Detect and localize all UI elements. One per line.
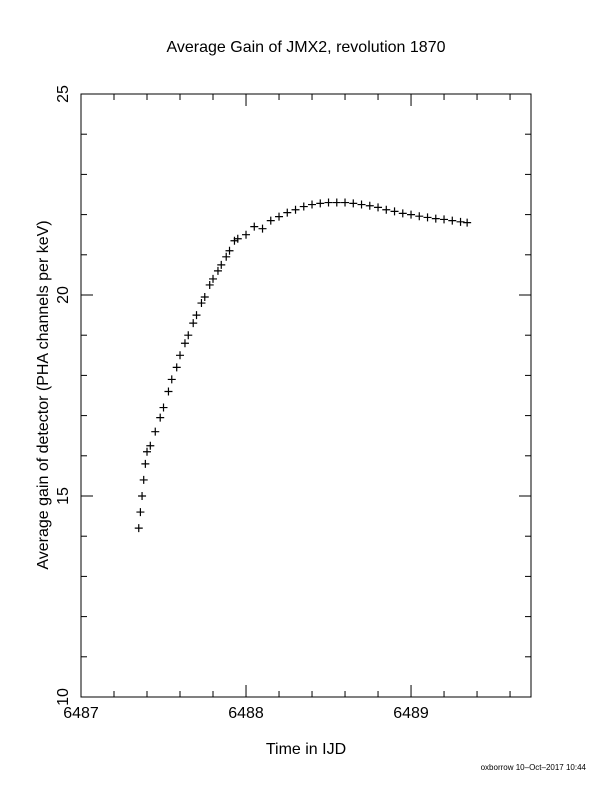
y-axis-label: Average gain of detector (PHA channels p…: [35, 220, 52, 569]
y-tick-label: 10: [55, 688, 72, 706]
y-tick-label: 20: [55, 286, 72, 304]
data-point: [200, 293, 209, 302]
data-point: [308, 200, 317, 209]
chart-title: Average Gain of JMX2, revolution 1870: [167, 39, 446, 56]
data-point: [341, 198, 350, 207]
data-point: [156, 413, 165, 422]
data-point: [189, 319, 198, 328]
data-point: [151, 427, 160, 436]
data-point: [423, 213, 432, 222]
data-point: [222, 252, 231, 261]
x-tick-label: 6489: [393, 705, 429, 722]
data-point: [258, 224, 267, 233]
data-point: [250, 222, 259, 231]
data-point: [233, 234, 242, 243]
data-point: [357, 200, 366, 209]
data-point: [440, 215, 449, 224]
x-axis-label: Time in IJD: [266, 741, 346, 758]
data-point: [448, 216, 457, 225]
data-point: [213, 266, 222, 275]
data-point: [180, 339, 189, 348]
data-point: [139, 475, 148, 484]
data-point: [205, 280, 214, 289]
data-point: [332, 198, 341, 207]
y-tick-label: 25: [55, 85, 72, 103]
data-point: [143, 447, 152, 456]
data-point: [230, 236, 239, 245]
data-point: [141, 459, 150, 468]
footer: oxborrow 10–Oct–2017 10:44: [481, 763, 587, 772]
data-point: [225, 246, 234, 255]
data-point: [159, 403, 168, 412]
data-point: [184, 331, 193, 340]
y-tick-label: 15: [55, 487, 72, 505]
data-point: [192, 311, 201, 320]
data-point: [431, 214, 440, 223]
x-tick-label: 6488: [228, 705, 264, 722]
data-point: [266, 216, 275, 225]
data-point: [136, 508, 145, 517]
data-point: [146, 441, 155, 450]
data-point: [134, 524, 143, 533]
data-point: [167, 375, 176, 384]
plot-frame: [80, 93, 532, 698]
data-point: [382, 205, 391, 214]
data-point: [209, 274, 218, 283]
data-point: [463, 218, 472, 227]
data-point: [365, 201, 374, 210]
data-point: [275, 212, 284, 221]
data-point: [172, 363, 181, 372]
data-point: [138, 492, 147, 500]
data-point: [176, 351, 185, 360]
data-point: [349, 199, 358, 208]
data-point: [374, 203, 383, 212]
data-point: [415, 212, 424, 221]
data-point: [242, 230, 251, 239]
data-point: [390, 207, 399, 216]
data-point: [316, 199, 325, 208]
data-point: [324, 198, 333, 207]
x-tick-label: 6487: [63, 705, 99, 722]
data-point: [164, 387, 173, 396]
data-point: [398, 209, 407, 218]
data-point: [299, 202, 308, 211]
data-point: [197, 299, 206, 308]
data-point: [283, 208, 292, 217]
data-point: [456, 217, 465, 226]
data-point: [291, 205, 300, 214]
data-point: [407, 210, 416, 219]
data-point: [217, 260, 226, 269]
